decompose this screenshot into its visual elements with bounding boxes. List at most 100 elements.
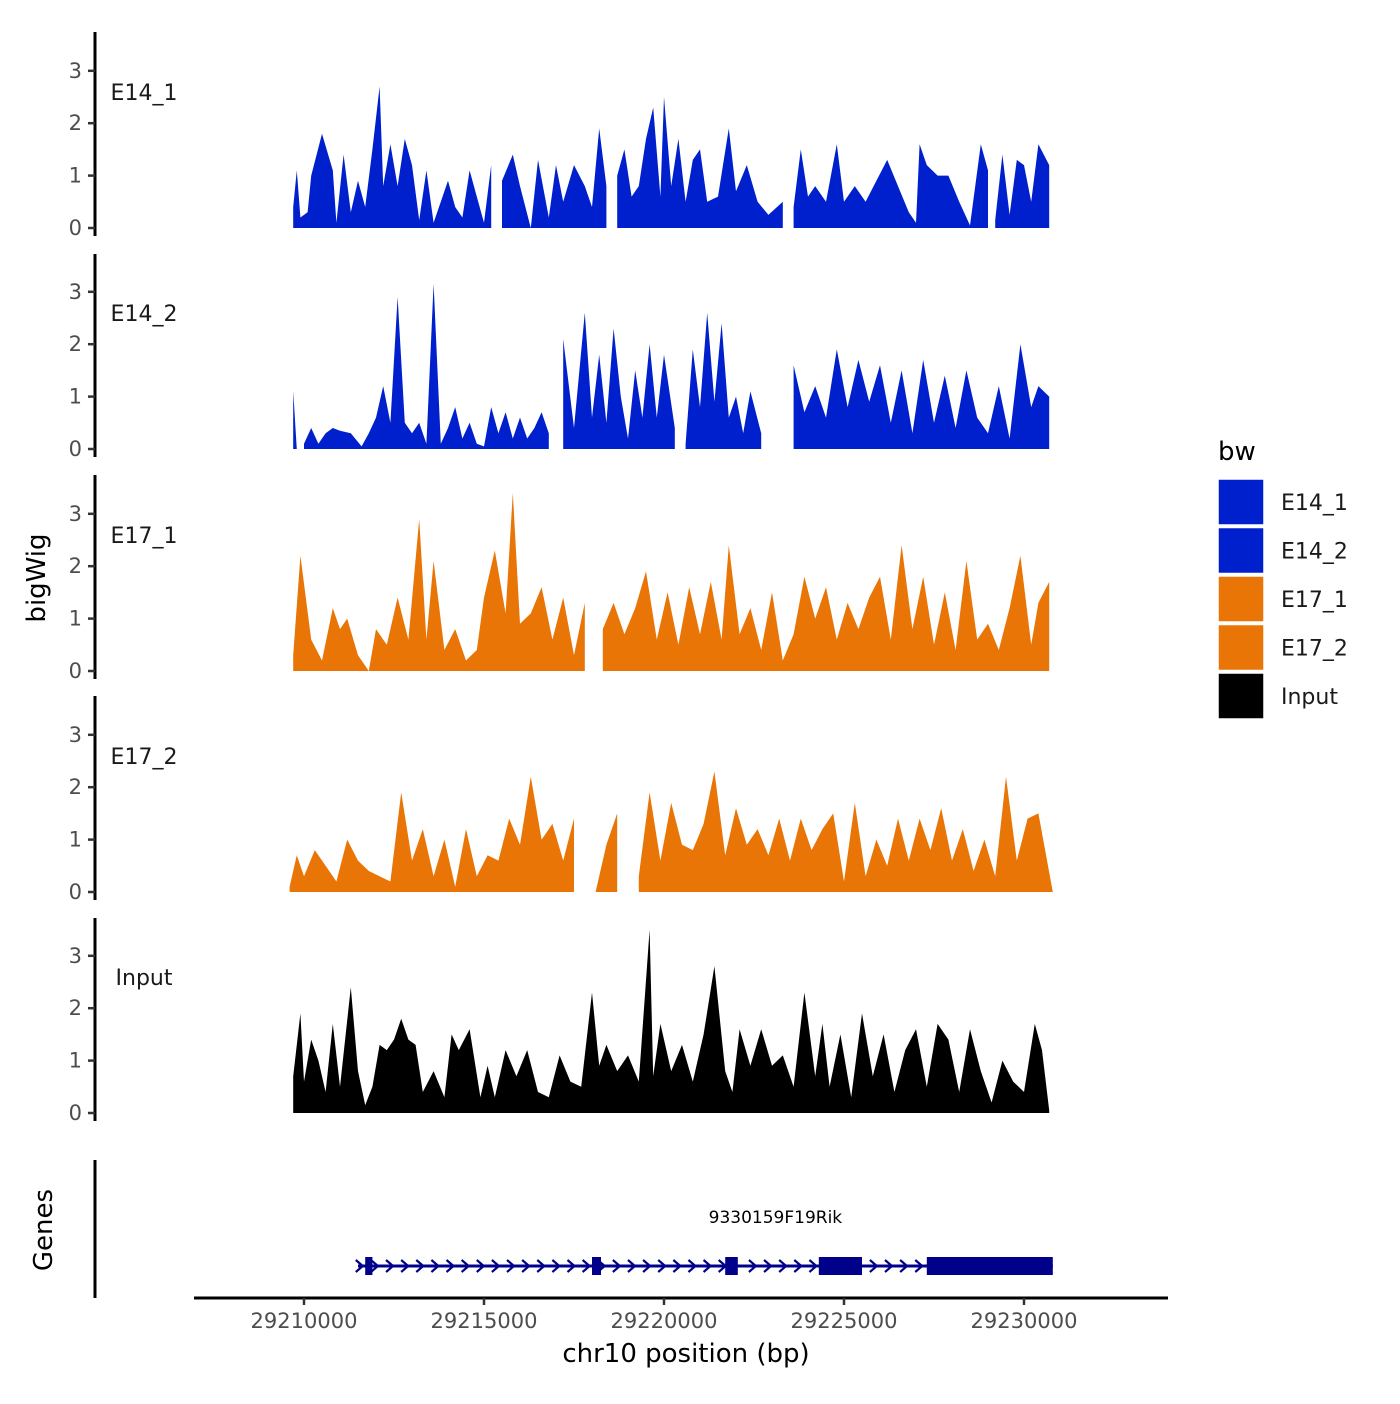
coverage-area [502,128,607,228]
legend-label: Input [1281,685,1338,710]
strand-chevron [551,1259,562,1273]
legend: bw E14_1 E14_2 E17_1 E17_2 Input [1217,437,1348,720]
y-tick-label: 1 [69,828,82,852]
y-tick-label: 0 [69,216,82,240]
strand-chevron [914,1259,924,1273]
gene-exon [365,1257,373,1275]
coverage-area [293,391,297,449]
gene-exon [818,1257,862,1275]
y-tick-label: 2 [69,332,82,356]
strand-chevron [536,1259,546,1273]
legend-label: E17_1 [1281,588,1348,613]
strand-chevron [491,1259,501,1273]
gene-name-label: 9330159F19Rik [709,1208,843,1228]
strand-chevron [687,1259,698,1273]
x-tick-label: 29220000 [611,1309,718,1333]
gene-exon [926,1257,1053,1275]
strand-chevron [581,1259,592,1273]
track-input: 0 1 2 3 Input [69,918,1050,1125]
y-tick-label: 0 [69,659,82,683]
coverage-area [595,813,618,892]
y-tick-label: 0 [69,437,82,461]
y-tick-label: 2 [69,554,82,578]
coverage-area [602,545,1050,671]
track-label: E17_1 [111,524,178,549]
track-label: E14_1 [111,81,178,106]
x-tick-label: 29230000 [971,1309,1078,1333]
coverage-area [293,929,1050,1113]
coverage-area [617,97,783,228]
y-tick-label: 1 [69,607,82,631]
y-tick-label: 1 [69,164,82,188]
track-label: E17_2 [111,745,178,770]
track-e17-2: 0 1 2 3 E17_2 [69,696,1053,904]
coverage-area [289,776,574,892]
x-tick-label: 29225000 [791,1309,898,1333]
y-tick-label: 3 [69,944,82,968]
legend-label: E14_2 [1281,540,1348,565]
y-axis-title: bigWig [22,533,52,622]
strand-chevron [884,1259,894,1273]
strand-chevron [763,1259,773,1273]
track-label: E14_2 [111,302,178,327]
strand-chevron [385,1259,395,1273]
x-axis: 29210000 29215000 29220000 29225000 29230000… [194,1296,1168,1369]
coverage-area [793,144,988,228]
y-tick-label: 0 [69,880,82,904]
strand-chevron [400,1259,410,1273]
strand-chevron [506,1259,516,1273]
strand-chevron [869,1259,879,1273]
y-tick-label: 3 [69,280,82,304]
strand-chevron [778,1259,788,1273]
y-tick-label: 2 [69,111,82,135]
coverage-area [638,771,1053,892]
x-tick-label: 29210000 [251,1309,358,1333]
strand-chevron [702,1259,713,1273]
strand-chevron [430,1259,441,1273]
strand-chevron [642,1259,652,1273]
strand-chevron [460,1259,471,1273]
legend-swatch [1217,526,1265,575]
y-tick-label: 3 [69,723,82,747]
gene-track: 9330159F19Rik [93,1160,1053,1298]
y-tick-label: 2 [69,996,82,1020]
legend-swatch [1217,478,1265,526]
strand-chevron [748,1259,758,1273]
track-e14-1: 0 1 2 3 E14_1 [69,32,1050,240]
strand-chevron [793,1259,803,1273]
legend-swatch [1217,672,1265,720]
y-tick-label: 1 [69,1049,82,1073]
track-label: Input [116,966,173,991]
coverage-area [293,86,492,228]
y-tick-label: 1 [69,385,82,409]
coverage-area [304,283,549,449]
coverage-area [563,312,675,449]
strand-chevron [627,1259,637,1273]
coverage-area [793,344,1050,449]
strand-chevron [355,1259,365,1273]
gene-exon [725,1257,738,1275]
legend-swatch [1217,623,1265,672]
y-tick-label: 3 [69,59,82,83]
strand-chevron [415,1259,425,1273]
strand-chevron [521,1259,531,1273]
legend-label: E17_2 [1281,637,1348,662]
strand-chevron [445,1259,456,1273]
strand-chevron [899,1259,909,1273]
track-e14-2: 0 1 2 3 E14_2 [69,254,1050,461]
strand-chevron [476,1259,486,1273]
legend-swatch [1217,575,1265,623]
coverage-area [293,492,585,671]
legend-title: bw [1218,437,1256,467]
gene-exon [592,1257,601,1275]
strand-chevron [657,1259,667,1273]
x-axis-title: chr10 position (bp) [562,1339,809,1369]
y-tick-label: 3 [69,502,82,526]
track-e17-1: 0 1 2 3 E17_1 [69,475,1050,683]
strand-chevron [370,1259,380,1273]
x-tick-label: 29215000 [431,1309,538,1333]
strand-chevron [808,1259,819,1273]
y-tick-label: 2 [69,775,82,799]
